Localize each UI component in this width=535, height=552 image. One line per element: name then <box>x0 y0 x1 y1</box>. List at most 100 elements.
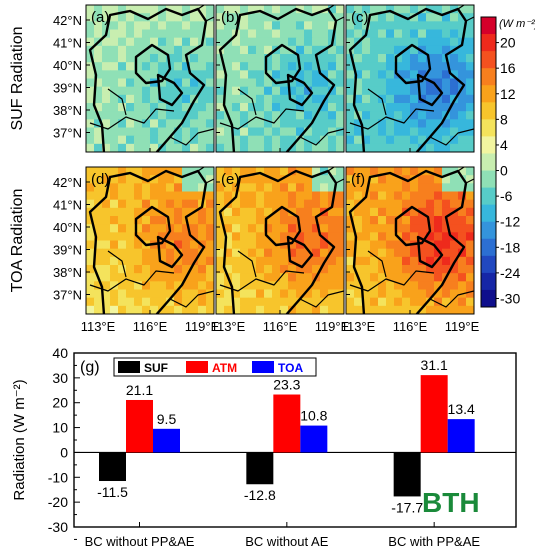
map-cell <box>362 13 371 22</box>
map-cell <box>458 70 467 80</box>
lat-tick-label: 38°N <box>53 265 82 280</box>
map-cell <box>370 175 379 184</box>
map-cell <box>110 54 119 63</box>
legend-swatch <box>118 361 140 373</box>
map-cell <box>190 248 199 258</box>
map-cell <box>94 281 103 291</box>
map-cell <box>86 297 95 307</box>
map-cell <box>280 103 289 112</box>
map-cell <box>466 94 474 104</box>
map-cell <box>328 305 337 314</box>
map-cell <box>434 199 443 209</box>
map-cell <box>402 143 411 152</box>
map-cell <box>126 248 135 258</box>
map-cell <box>386 265 395 274</box>
data-label: -17.7 <box>391 499 423 515</box>
map-cell <box>224 224 233 233</box>
map-cell <box>216 305 225 314</box>
map-cell <box>410 216 419 225</box>
map-cell <box>410 248 419 258</box>
map-cell <box>86 5 95 14</box>
map-cell <box>434 305 443 314</box>
map-cell <box>248 5 257 14</box>
map-cell <box>182 207 191 217</box>
map-cell <box>166 13 175 22</box>
map-cell <box>158 111 167 120</box>
map-cell <box>320 119 329 129</box>
map-cell <box>288 103 297 112</box>
map-cell <box>126 119 135 129</box>
map-cell <box>224 281 233 291</box>
map-cell <box>386 256 395 266</box>
map-cell <box>304 62 313 71</box>
map-cell <box>94 191 103 201</box>
map-cell <box>362 183 371 193</box>
map-cell <box>442 21 451 31</box>
map-cell <box>296 191 305 201</box>
map-cell <box>434 265 443 274</box>
map-cell <box>442 305 451 314</box>
map-cell <box>248 216 257 225</box>
map-cell <box>458 45 467 55</box>
map-cell <box>150 183 159 193</box>
map-cell <box>362 127 371 137</box>
map-cell <box>362 256 371 266</box>
map-cell <box>224 127 233 137</box>
map-cell <box>346 13 355 22</box>
map-cell <box>410 29 419 39</box>
map-cell <box>370 183 379 193</box>
map-panel: (b) <box>215 4 345 153</box>
map-cell <box>346 29 355 39</box>
map-cell <box>166 29 175 39</box>
map-cell <box>280 216 289 225</box>
map-cell <box>118 191 127 201</box>
map-cell <box>378 240 387 250</box>
map-cell <box>450 135 459 145</box>
map-cell <box>410 199 419 209</box>
province-boundary <box>394 205 432 247</box>
map-cell <box>280 86 289 96</box>
province-boundary <box>349 270 435 292</box>
map-cell <box>272 103 281 112</box>
map-cell <box>86 29 95 39</box>
map-cell <box>240 265 249 274</box>
map-cell <box>386 183 395 193</box>
map-cell <box>150 256 159 266</box>
map-cell <box>206 135 214 145</box>
map-cell <box>304 297 313 307</box>
map-cell <box>402 21 411 31</box>
map-cell <box>426 216 435 225</box>
map-cell <box>442 45 451 55</box>
colorbar-segment <box>481 51 496 69</box>
map-cell <box>362 62 371 71</box>
map-cell <box>158 224 167 233</box>
province-boundary <box>457 5 474 22</box>
x-tick-label: BC without PP&AE <box>85 534 195 549</box>
colorbar-tick-label: 4 <box>500 137 508 153</box>
map-cell <box>434 175 443 184</box>
map-cell <box>378 143 387 152</box>
map-cell <box>150 265 159 274</box>
map-cell <box>466 240 474 250</box>
map-cell <box>134 216 143 225</box>
map-cell <box>336 86 344 96</box>
map-cell <box>118 248 127 258</box>
map-cell <box>418 232 427 242</box>
map-cell <box>248 13 257 22</box>
map-cell <box>102 305 111 314</box>
map-cell <box>110 207 119 217</box>
map-cell <box>248 103 257 112</box>
map-cell <box>206 216 214 225</box>
map-cell <box>418 21 427 31</box>
map-cell <box>134 265 143 274</box>
map-cell <box>232 265 241 274</box>
map-cell <box>426 70 435 80</box>
map-cell <box>232 175 241 184</box>
map-cell <box>198 265 207 274</box>
map-cell <box>198 207 207 217</box>
map-cell <box>354 305 363 314</box>
map-cell <box>206 29 214 39</box>
map-cell <box>288 183 297 193</box>
map-cell <box>336 256 344 266</box>
map-cell <box>312 70 321 80</box>
